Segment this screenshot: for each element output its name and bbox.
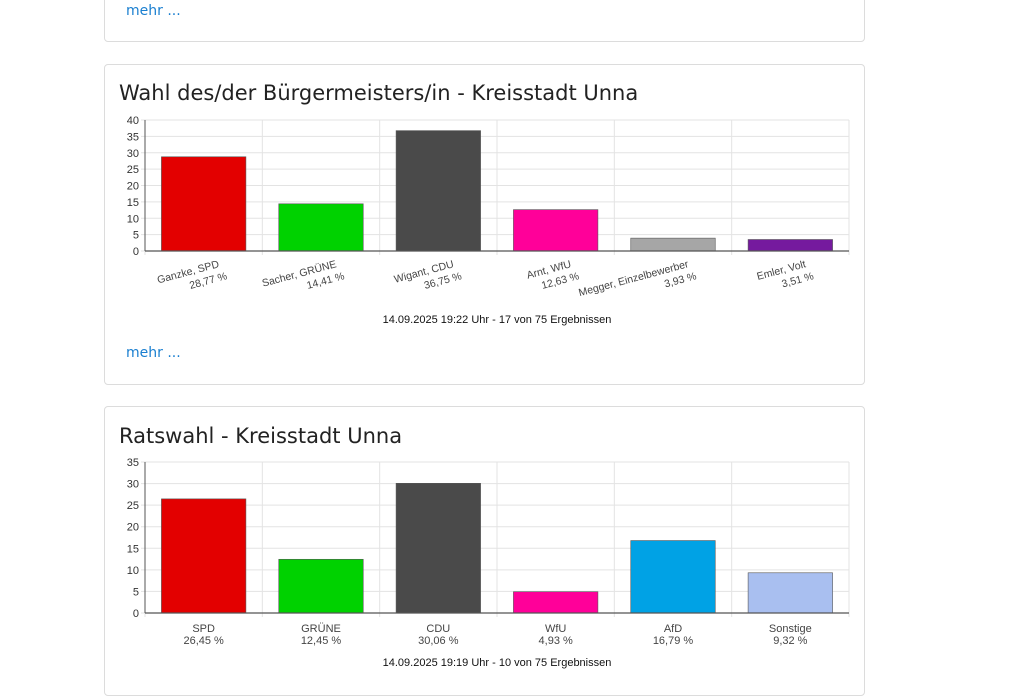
chart-footer: 14.09.2025 19:19 Uhr - 10 von 75 Ergebni… xyxy=(383,657,612,669)
bar xyxy=(747,572,833,614)
more-link[interactable]: mehr ... xyxy=(126,345,181,361)
category-label: CDU xyxy=(426,623,450,635)
y-tick-label: 30 xyxy=(127,479,139,491)
council-election-card: Ratswahl - Kreisstadt Unna 0 5 10 15 20 25 30 3… xyxy=(104,406,865,696)
y-tick-label: 30 xyxy=(127,148,139,160)
y-tick-label: 10 xyxy=(127,213,139,225)
bar xyxy=(630,540,716,614)
y-tick-label: 10 xyxy=(127,565,139,577)
value-label: 4,93 % xyxy=(539,635,573,647)
category-label: SPD xyxy=(192,623,215,635)
card-title: Ratswahl - Kreisstadt Unna xyxy=(119,424,403,448)
y-tick-label: 40 xyxy=(127,115,139,127)
y-tick-label: 20 xyxy=(127,522,139,534)
bar xyxy=(395,130,481,252)
bar xyxy=(395,483,481,614)
more-link[interactable]: mehr ... xyxy=(126,3,181,19)
y-tick-label: 0 xyxy=(133,246,139,258)
bar xyxy=(161,498,247,614)
value-label: 9,32 % xyxy=(773,635,807,647)
card-title: Wahl des/der Bürgermeisters/in - Kreisst… xyxy=(119,81,639,105)
bar xyxy=(630,237,716,252)
category-label: AfD xyxy=(664,623,682,635)
y-tick-label: 35 xyxy=(127,457,139,469)
mayor-election-card: Wahl des/der Bürgermeisters/in - Kreisst… xyxy=(104,64,865,385)
value-label: 26,45 % xyxy=(183,635,224,647)
bar xyxy=(513,209,599,252)
bar xyxy=(161,156,247,252)
value-label: 12,45 % xyxy=(301,635,342,647)
y-tick-label: 0 xyxy=(133,608,139,620)
bar xyxy=(278,203,364,252)
y-tick-label: 15 xyxy=(127,543,139,555)
bar xyxy=(278,558,364,614)
value-label: 16,79 % xyxy=(653,635,694,647)
y-tick-label: 5 xyxy=(133,586,139,598)
previous-result-card: mehr ... xyxy=(104,0,865,42)
category-label: WfU xyxy=(545,623,566,635)
y-tick-label: 20 xyxy=(127,181,139,193)
y-tick-label: 35 xyxy=(127,131,139,143)
category-label: Sonstige xyxy=(769,623,812,635)
chart-footer: 14.09.2025 19:22 Uhr - 17 von 75 Ergebni… xyxy=(383,314,612,326)
y-tick-label: 25 xyxy=(127,500,139,512)
category-label: GRÜNE xyxy=(301,623,341,635)
bar xyxy=(747,239,833,252)
y-tick-label: 25 xyxy=(127,164,139,176)
bar xyxy=(513,591,599,614)
value-label: 30,06 % xyxy=(418,635,459,647)
y-tick-label: 15 xyxy=(127,197,139,209)
y-tick-label: 5 xyxy=(133,230,139,242)
